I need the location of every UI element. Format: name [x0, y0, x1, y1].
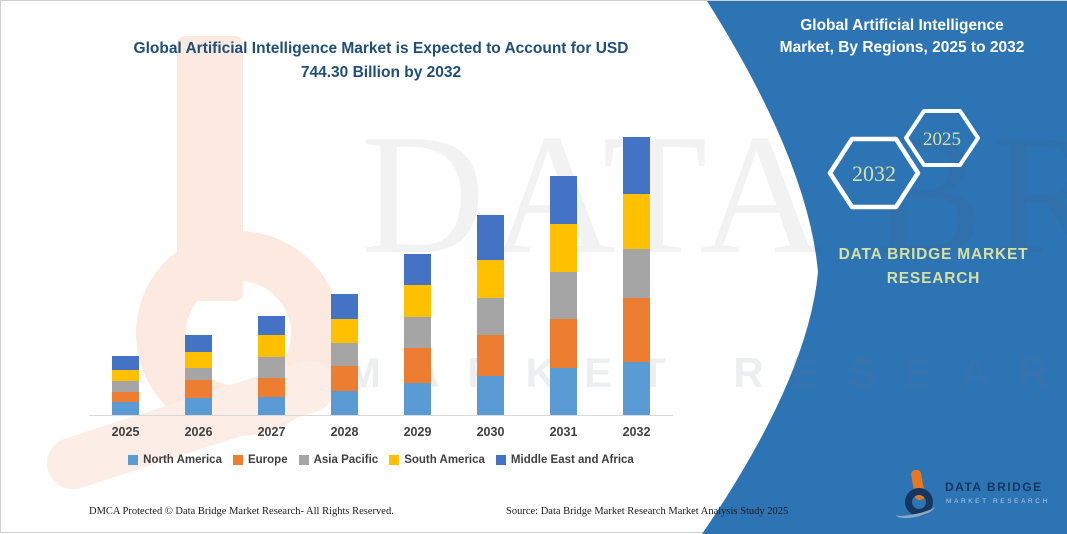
panel-title: Global Artificial Intelligence Market, B… — [743, 15, 1061, 60]
x-axis-label-2026: 2026 — [184, 425, 213, 439]
legend-swatch-south-america — [389, 455, 400, 465]
legend-label-middle-east-and-africa: Middle East and Africa — [510, 454, 634, 466]
panel-title-line2: Market, By Regions, 2025 to 2032 — [779, 39, 1025, 57]
hexagon-2032-label: 2032 — [852, 161, 896, 186]
bar-2026 — [162, 335, 235, 415]
bar-2029-segment-middle-east-and-africa — [404, 254, 431, 285]
bar-2026-segment-asia-pacific — [185, 367, 212, 380]
bar-2029-segment-south-america — [404, 284, 431, 318]
panel-title-line1: Global Artificial Intelligence — [800, 17, 1004, 34]
bar-2029-segment-europe — [404, 348, 431, 384]
bar-2029-segment-north-america — [404, 383, 431, 415]
bar-2032 — [600, 137, 673, 415]
bar-2028-segment-asia-pacific — [331, 342, 358, 366]
legend-item-europe: Europe — [232, 454, 288, 466]
bar-2026-segment-north-america — [185, 398, 212, 415]
bar-2030-segment-asia-pacific — [477, 298, 504, 336]
bar-2032-segment-asia-pacific — [623, 249, 650, 299]
legend-swatch-middle-east-and-africa — [495, 455, 506, 465]
x-axis-label-2027: 2027 — [257, 425, 286, 439]
bar-2032-segment-middle-east-and-africa — [623, 137, 650, 195]
hexagon-2025 — [904, 109, 980, 167]
x-axis-label-2028: 2028 — [330, 425, 359, 439]
bar-2025-segment-north-america — [112, 402, 139, 415]
hexagon-2032 — [827, 136, 921, 210]
legend-label-south-america: South America — [404, 454, 485, 466]
bar-2025-segment-south-america — [112, 369, 139, 381]
bar-2031-segment-north-america — [550, 367, 577, 415]
brand-line1: DATA BRIDGE MARKET — [838, 246, 1029, 263]
bar-2027-segment-middle-east-and-africa — [258, 315, 285, 335]
bar-2025-segment-europe — [112, 391, 139, 403]
chart-title-line2: 744.30 Billion by 2032 — [300, 64, 462, 82]
legend-label-asia-pacific: Asia Pacific — [313, 454, 379, 466]
brand-line2: RESEARCH — [886, 270, 981, 288]
footer-dmca-text: DMCA Protected © Data Bridge Market Rese… — [89, 506, 394, 517]
bar-2031 — [527, 176, 600, 415]
bar-2027-segment-north-america — [258, 396, 285, 415]
bar-2026-segment-europe — [185, 379, 212, 399]
hexagon-2025-label: 2025 — [923, 129, 961, 150]
bar-2030-segment-middle-east-and-africa — [477, 215, 504, 260]
bar-2032-segment-south-america — [623, 194, 650, 250]
bar-2032-segment-north-america — [623, 362, 650, 415]
bar-2028 — [308, 294, 381, 415]
legend-item-south-america: South America — [389, 454, 485, 466]
brand-wordmark: DATA BRIDGE MARKET RESEARCH — [806, 243, 1061, 291]
chart-title: Global Artificial Intelligence Market is… — [71, 37, 691, 85]
plot-area — [89, 121, 673, 416]
x-axis-label-2032: 2032 — [622, 425, 651, 439]
chart-title-line1: Global Artificial Intelligence Market is… — [133, 40, 629, 57]
legend-label-europe: Europe — [247, 454, 288, 466]
x-axis-label-2031: 2031 — [549, 425, 578, 439]
bar-2027-segment-asia-pacific — [258, 357, 285, 378]
bar-2027-segment-south-america — [258, 334, 285, 358]
logo-ring-shape — [905, 488, 933, 516]
bar-2025-segment-asia-pacific — [112, 380, 139, 392]
bar-2028-segment-south-america — [331, 318, 358, 343]
bar-2031-segment-middle-east-and-africa — [550, 176, 577, 224]
x-axis-label-2030: 2030 — [476, 425, 505, 439]
bar-2028-segment-north-america — [331, 390, 358, 415]
company-logo: DATA BRIDGE MARKET RESEARCH — [894, 468, 1064, 524]
hexagon-badges: 2025 2032 — [827, 109, 980, 210]
bar-2025 — [89, 356, 162, 415]
bar-2029 — [381, 254, 454, 415]
bar-2030-segment-europe — [477, 335, 504, 376]
logo-swoosh-shape — [894, 499, 936, 522]
legend-swatch-north-america — [128, 455, 139, 465]
bar-2030-segment-north-america — [477, 375, 504, 415]
bar-2027-segment-europe — [258, 377, 285, 397]
bar-2027 — [235, 315, 308, 415]
x-axis-label-2025: 2025 — [111, 425, 140, 439]
bar-2028-segment-middle-east-and-africa — [331, 294, 358, 319]
bar-2030-segment-south-america — [477, 259, 504, 299]
footer-source-text: Source: Data Bridge Market Research Mark… — [506, 506, 789, 517]
x-axis-label-2029: 2029 — [403, 425, 432, 439]
logo-tagline: MARKET RESEARCH — [946, 498, 1050, 505]
bar-2032-segment-europe — [623, 298, 650, 363]
bar-2031-segment-asia-pacific — [550, 271, 577, 320]
company-logo-icon — [894, 469, 941, 522]
bar-2029-segment-asia-pacific — [404, 317, 431, 349]
legend-label-north-america: North America — [143, 454, 222, 466]
bar-2028-segment-europe — [331, 365, 358, 391]
legend-swatch-asia-pacific — [298, 455, 309, 465]
legend-item-north-america: North America — [128, 454, 222, 466]
legend-item-middle-east-and-africa: Middle East and Africa — [495, 454, 634, 466]
legend-item-asia-pacific: Asia Pacific — [298, 454, 379, 466]
bar-2026-segment-south-america — [185, 351, 212, 368]
bar-2031-segment-europe — [550, 319, 577, 368]
logo-name: DATA BRIDGE — [945, 480, 1043, 494]
legend-swatch-europe — [232, 455, 243, 465]
x-axis-labels: 2025 2026 2027 2028 2029 2030 2031 2032 — [89, 425, 673, 439]
bar-2026-segment-middle-east-and-africa — [185, 335, 212, 352]
chart-legend: North America Europe Asia Pacific South Ame… — [71, 454, 691, 466]
bar-2025-segment-middle-east-and-africa — [112, 356, 139, 370]
bar-2031-segment-south-america — [550, 223, 577, 272]
bar-2030 — [454, 215, 527, 415]
